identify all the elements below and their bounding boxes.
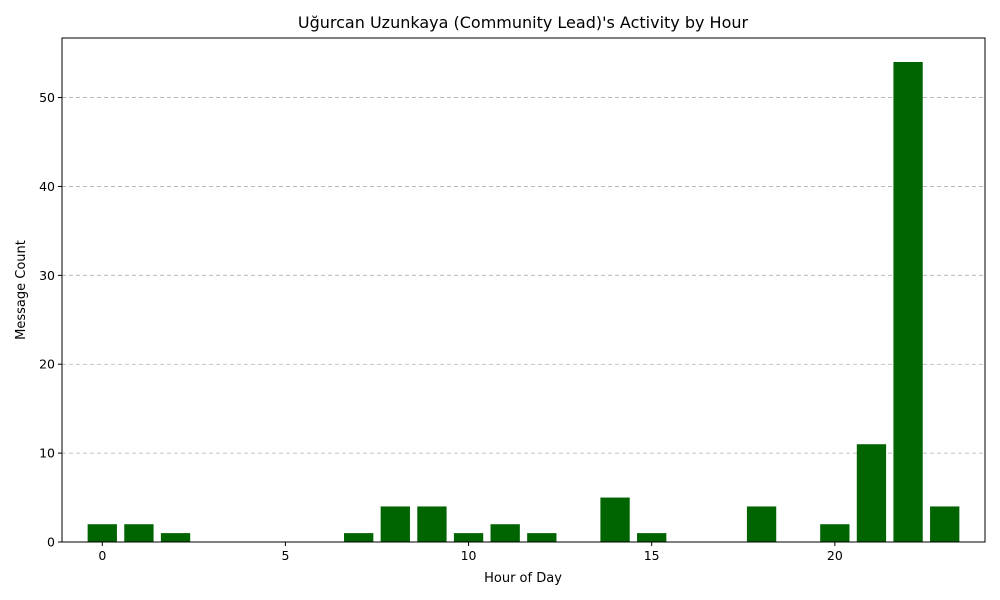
y-tick-label: 10	[39, 446, 55, 461]
bar-hour-21	[856, 444, 887, 542]
y-tick-label: 30	[39, 268, 55, 283]
y-axis-ticks: 0 10 20 30 40 50	[39, 90, 62, 550]
y-tick-label: 40	[39, 179, 55, 194]
bar-hour-14	[600, 497, 630, 542]
y-axis-label: Message Count	[14, 240, 29, 340]
bar-hour-22	[893, 62, 923, 542]
bar-hour-23	[930, 506, 960, 542]
x-tick-label: 0	[98, 548, 106, 563]
x-tick-label: 20	[827, 548, 843, 563]
y-tick-label: 0	[47, 535, 55, 550]
bar-hour-20	[820, 524, 850, 542]
bar-hour-11	[490, 524, 520, 542]
bar-hour-15	[637, 533, 667, 542]
x-tick-label: 10	[461, 548, 477, 563]
bars	[87, 62, 960, 542]
x-tick-label: 15	[644, 548, 660, 563]
bar-hour-12	[527, 533, 557, 542]
bar-hour-9	[417, 506, 447, 542]
x-tick-label: 5	[281, 548, 289, 563]
x-axis-label: Hour of Day	[484, 571, 562, 586]
y-tick-label: 50	[39, 90, 55, 105]
bar-hour-8	[380, 506, 410, 542]
x-axis-ticks: 0 5 10 15 20	[98, 542, 843, 563]
bar-hour-18	[746, 506, 777, 542]
plot-frame	[61, 37, 986, 543]
bar-hour-1	[124, 524, 154, 542]
y-tick-label: 20	[39, 357, 55, 372]
gridlines	[62, 97, 985, 454]
bar-hour-7	[344, 533, 374, 542]
bar-hour-2	[160, 533, 191, 542]
bar-hour-0	[87, 524, 117, 542]
bar-hour-10	[453, 533, 484, 542]
chart-title: Uğurcan Uzunkaya (Community Lead)'s Acti…	[298, 13, 749, 32]
